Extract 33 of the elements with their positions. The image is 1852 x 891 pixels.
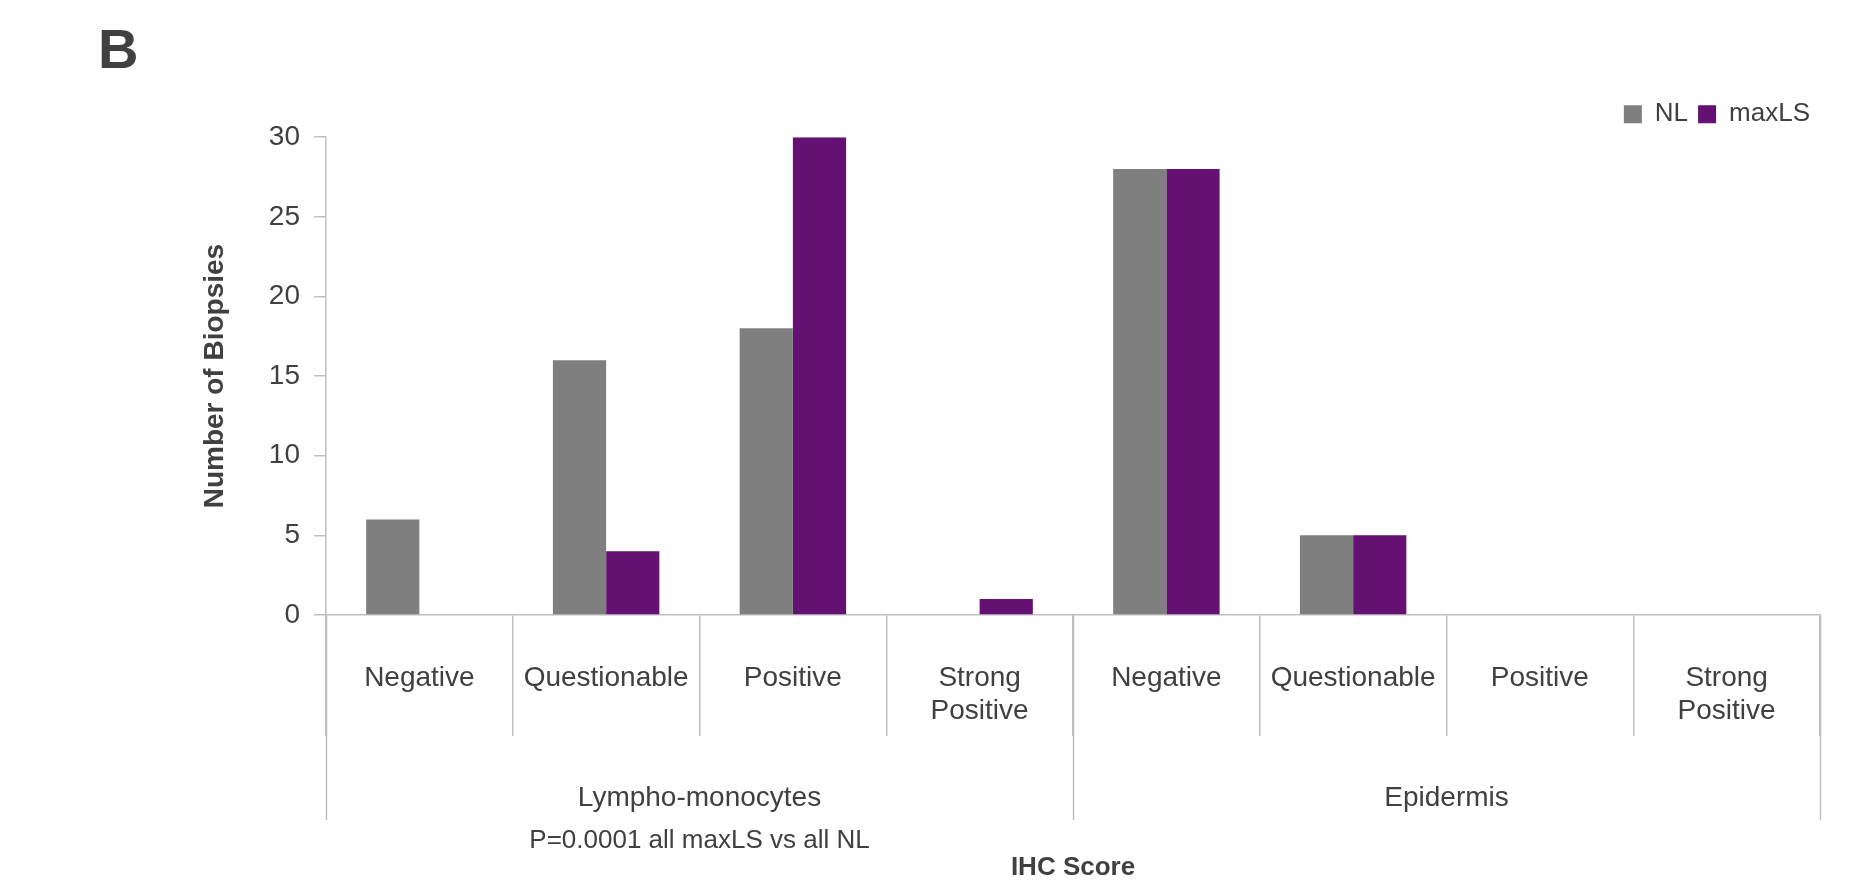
legend-label: maxLS (1729, 97, 1810, 128)
x-tick-label: Questionable (523, 660, 689, 692)
y-tick-label: 25 (268, 199, 300, 231)
x-tick-label: Strong Positive (1677, 660, 1776, 726)
bar (979, 599, 1033, 615)
x-tick-label: Strong Positive (930, 660, 1029, 726)
bar (1166, 169, 1220, 615)
y-tick-label: 20 (268, 279, 300, 311)
x-axis-title: IHC Score (1010, 850, 1136, 881)
bar (366, 519, 420, 615)
y-tick-label: 10 (268, 438, 300, 470)
y-axis-title: Number of Biopsies (197, 243, 229, 509)
y-tick-label: 15 (268, 358, 300, 390)
x-tick-label: Questionable (1270, 660, 1436, 692)
chart-title: B (98, 17, 139, 81)
y-tick-label: 5 (284, 518, 300, 550)
text: P=0.0001 all maxLS vs all NL (529, 824, 870, 855)
legend-label: NL (1654, 97, 1689, 128)
bar (1113, 169, 1167, 615)
x-tick-label: Negative (364, 660, 475, 692)
bar (792, 137, 847, 615)
y-tick-label: 30 (268, 119, 300, 151)
bar (1299, 535, 1354, 615)
bar (739, 328, 793, 615)
text: Epidermis (1384, 780, 1509, 812)
x-tick-label: Positive (1490, 660, 1589, 692)
y-tick-label: 0 (284, 597, 300, 629)
x-tick-label: Positive (743, 660, 842, 692)
x-tick-label: Negative (1111, 660, 1222, 692)
bar (1353, 535, 1407, 615)
bar (606, 551, 660, 615)
bar (552, 360, 607, 615)
text: Lympho-monocytes (577, 780, 822, 812)
